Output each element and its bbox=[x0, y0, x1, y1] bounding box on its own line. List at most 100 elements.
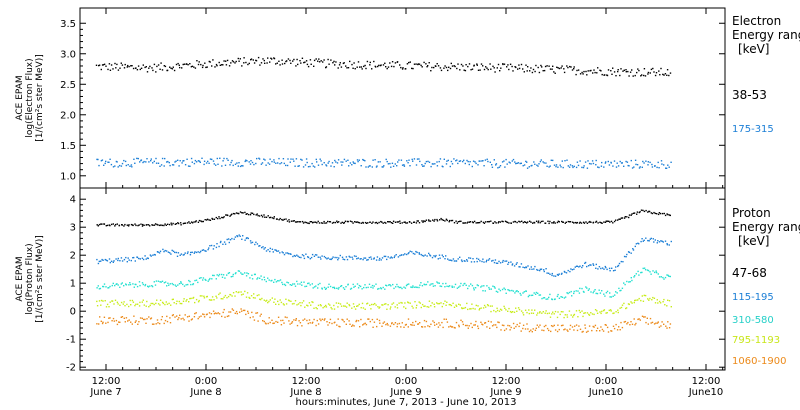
data-point bbox=[560, 296, 562, 298]
data-point bbox=[601, 161, 603, 164]
data-point bbox=[341, 164, 343, 166]
data-point bbox=[356, 159, 359, 161]
data-point bbox=[153, 253, 156, 256]
data-point bbox=[579, 221, 581, 223]
data-point bbox=[454, 327, 456, 329]
data-point bbox=[488, 288, 491, 290]
data-point bbox=[635, 322, 637, 325]
data-point bbox=[612, 67, 614, 69]
data-point bbox=[507, 263, 509, 265]
data-point bbox=[375, 166, 378, 168]
data-point bbox=[562, 324, 564, 326]
data-point bbox=[337, 318, 339, 320]
data-point bbox=[286, 60, 288, 62]
data-point bbox=[174, 284, 176, 286]
data-point bbox=[228, 272, 231, 274]
data-point bbox=[426, 66, 428, 68]
data-point bbox=[203, 313, 205, 316]
data-point bbox=[658, 241, 661, 243]
data-point bbox=[527, 295, 530, 298]
data-point bbox=[229, 215, 231, 217]
data-point bbox=[271, 297, 273, 299]
data-point bbox=[492, 285, 494, 287]
data-point bbox=[161, 301, 164, 304]
data-point bbox=[518, 220, 520, 223]
data-point bbox=[588, 288, 590, 290]
data-point bbox=[656, 242, 658, 244]
data-point bbox=[386, 258, 388, 261]
data-point bbox=[616, 329, 619, 331]
data-point bbox=[238, 212, 240, 215]
data-point bbox=[108, 317, 110, 319]
data-point bbox=[199, 295, 202, 297]
data-point bbox=[647, 71, 650, 74]
data-point bbox=[505, 309, 507, 311]
data-point bbox=[483, 261, 485, 263]
data-point bbox=[100, 68, 102, 71]
data-point bbox=[99, 287, 102, 290]
data-point bbox=[136, 157, 138, 160]
data-point bbox=[354, 285, 356, 287]
data-point bbox=[630, 214, 632, 216]
data-point bbox=[587, 330, 589, 332]
data-point bbox=[360, 165, 362, 167]
data-point bbox=[626, 161, 629, 163]
data-point bbox=[284, 284, 287, 287]
data-point bbox=[471, 221, 474, 223]
data-point bbox=[298, 320, 300, 322]
data-point bbox=[146, 158, 148, 160]
data-point bbox=[503, 329, 506, 332]
data-point bbox=[143, 160, 145, 163]
data-point bbox=[124, 321, 126, 323]
data-point bbox=[359, 258, 361, 260]
data-point bbox=[380, 287, 382, 289]
data-point bbox=[647, 211, 649, 213]
data-point bbox=[128, 65, 130, 68]
data-point bbox=[279, 279, 282, 281]
data-point bbox=[128, 284, 130, 286]
data-point bbox=[133, 315, 135, 317]
data-point bbox=[191, 65, 194, 67]
data-point bbox=[668, 275, 670, 277]
data-point bbox=[232, 309, 235, 311]
ytick-label: -2 bbox=[66, 363, 76, 374]
data-point bbox=[121, 282, 123, 284]
data-point bbox=[297, 63, 299, 66]
data-point bbox=[619, 218, 621, 220]
data-point bbox=[326, 321, 328, 323]
data-point bbox=[530, 294, 532, 297]
data-point bbox=[242, 235, 244, 237]
data-point bbox=[329, 318, 332, 321]
data-point bbox=[523, 221, 526, 223]
data-point bbox=[593, 290, 595, 292]
data-point bbox=[194, 221, 197, 223]
data-point bbox=[370, 258, 373, 260]
data-point bbox=[179, 302, 181, 305]
data-point bbox=[166, 161, 168, 163]
data-point bbox=[481, 285, 483, 287]
data-point bbox=[471, 165, 473, 168]
data-point bbox=[140, 223, 142, 225]
data-point bbox=[221, 216, 223, 219]
data-point bbox=[334, 287, 336, 290]
data-point bbox=[508, 307, 510, 310]
data-point bbox=[236, 162, 238, 164]
data-point bbox=[341, 256, 344, 258]
data-point bbox=[160, 164, 163, 166]
data-point bbox=[163, 322, 165, 325]
data-point bbox=[640, 209, 643, 211]
data-point bbox=[118, 164, 121, 167]
data-point bbox=[153, 224, 156, 226]
data-point bbox=[171, 314, 174, 317]
data-point bbox=[590, 312, 592, 314]
data-point bbox=[664, 73, 667, 75]
data-point bbox=[230, 214, 232, 216]
data-point bbox=[545, 298, 547, 300]
data-point bbox=[644, 316, 646, 318]
data-point bbox=[496, 262, 499, 264]
data-point bbox=[135, 303, 137, 305]
data-point bbox=[596, 327, 599, 329]
data-point bbox=[363, 323, 365, 325]
data-point bbox=[434, 324, 436, 326]
data-point bbox=[356, 221, 358, 223]
